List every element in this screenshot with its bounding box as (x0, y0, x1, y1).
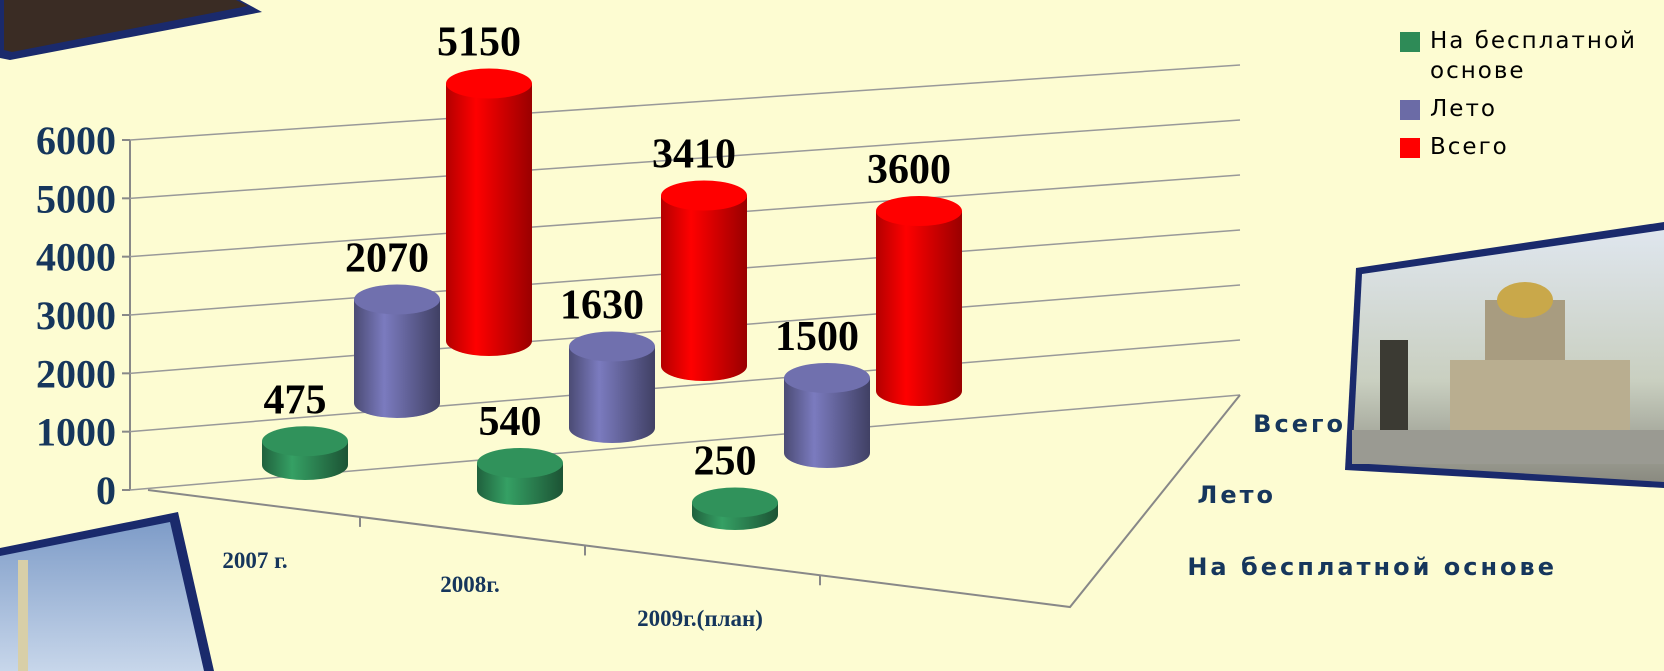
data-label: 5150 (437, 20, 521, 66)
data-label: 3410 (652, 132, 736, 178)
photo-right (1345, 222, 1664, 488)
y-tick-label: 1000 (36, 410, 116, 455)
legend-swatch (1400, 32, 1420, 52)
cylinder-top (692, 487, 778, 518)
photo-bottom-left (0, 512, 214, 671)
cylinder-top (876, 196, 962, 226)
y-tick-label: 2000 (36, 351, 116, 396)
grid-line (129, 119, 1241, 200)
legend-item: Всего (1400, 132, 1660, 162)
cylinder-top (477, 448, 563, 478)
grid-line (129, 339, 1241, 433)
cylinder-top (262, 426, 348, 457)
legend-item: На бесплатной основе (1400, 26, 1660, 86)
cylinder-top (661, 180, 747, 211)
legend-label: Лето (1430, 96, 1497, 122)
data-label: 250 (694, 439, 757, 485)
y-tick-label: 6000 (36, 118, 116, 163)
cylinder (354, 299, 440, 418)
data-label: 1630 (560, 283, 644, 329)
x-tick-label: 2007 г. (222, 548, 287, 573)
x-tick-label: 2009г.(план) (637, 606, 763, 631)
cylinder (446, 83, 532, 356)
data-label: 475 (264, 377, 327, 423)
cylinder-top (354, 284, 440, 315)
photo-top-left (0, 0, 262, 60)
depth-label: На бесплатной основе (1187, 553, 1557, 581)
cylinder (876, 211, 962, 406)
cylinder-top (569, 331, 655, 362)
data-label: 540 (479, 399, 542, 445)
data-label: 2070 (345, 236, 429, 282)
cylinder (569, 346, 655, 443)
data-label: 3600 (867, 147, 951, 193)
grid-line (129, 64, 1241, 141)
legend-item: Лето (1400, 94, 1660, 124)
plot-area: 0 1000 2000 3000 4000 5000 6000 2007 г. 2008г. 20… (36, 20, 1557, 632)
x-tick-label: 2008г. (440, 572, 500, 597)
legend-swatch (1400, 138, 1420, 158)
data-label: 1500 (775, 314, 859, 360)
y-tick-label: 0 (96, 468, 116, 513)
cylinder-top (784, 363, 870, 393)
cylinder (784, 378, 870, 468)
y-tick-label: 3000 (36, 293, 116, 338)
cylinder-top (446, 68, 532, 99)
y-tick-label: 4000 (36, 235, 116, 280)
cylinder (661, 195, 747, 381)
depth-label: Всего (1253, 410, 1346, 438)
floor-edge (147, 394, 1241, 609)
legend-swatch (1400, 100, 1420, 120)
y-tick-label: 5000 (36, 176, 116, 221)
legend-label: Всего (1430, 134, 1509, 160)
legend: На бесплатной основе Лето Всего (1400, 26, 1660, 170)
depth-label: Лето (1197, 481, 1276, 509)
legend-label: На бесплатной основе (1430, 28, 1637, 84)
